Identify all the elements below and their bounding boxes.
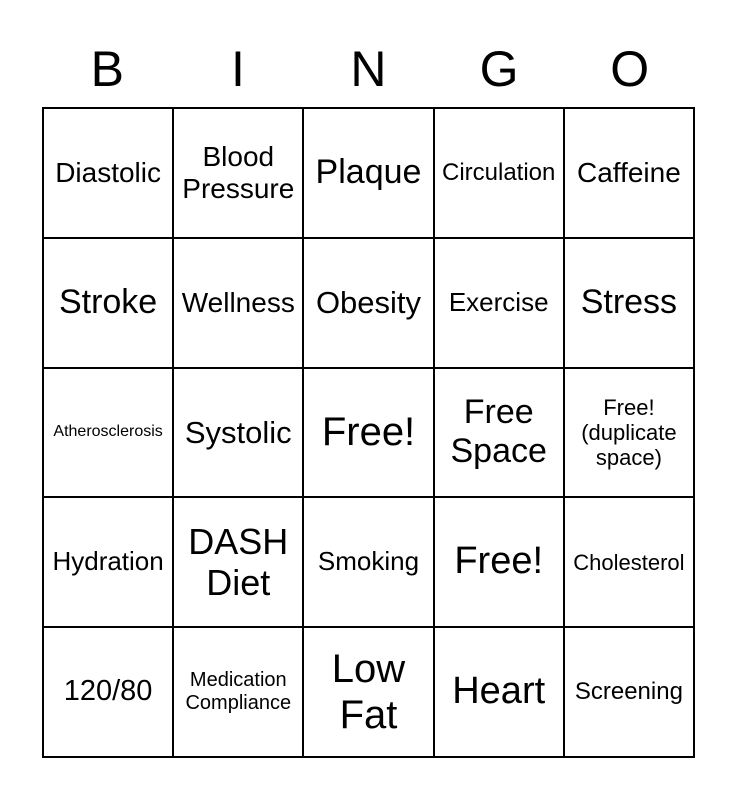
bingo-cell[interactable]: Exercise — [433, 237, 564, 368]
bingo-cell[interactable]: Wellness — [173, 237, 304, 368]
bingo-title-row: B I N G O — [42, 36, 695, 102]
bingo-cell-free-space[interactable]: Free! (duplicate space) — [563, 367, 694, 498]
bingo-cell[interactable]: Systolic — [173, 367, 304, 498]
bingo-cell[interactable]: Obesity — [303, 237, 434, 368]
bingo-cell-free-space[interactable]: Free! — [303, 367, 434, 498]
bingo-letter-o: O — [610, 41, 650, 97]
bingo-grid: Diastolic Blood Pressure Plaque Circulat… — [42, 107, 695, 758]
bingo-cell[interactable]: Screening — [563, 627, 694, 757]
bingo-cell[interactable]: Hydration — [43, 497, 174, 628]
bingo-cell[interactable]: Diastolic — [43, 108, 174, 238]
bingo-cell[interactable]: Atherosclerosis — [43, 367, 174, 498]
bingo-letter-b: B — [90, 41, 124, 97]
bingo-cell[interactable]: DASH Diet — [173, 497, 304, 628]
bingo-letter-g: G — [479, 41, 519, 97]
bingo-cell-free-space[interactable]: Free Space — [433, 367, 564, 498]
bingo-cell[interactable]: Stress — [563, 237, 694, 368]
bingo-letter-n: N — [350, 41, 387, 97]
bingo-cell-free-space[interactable]: Free! — [433, 497, 564, 628]
bingo-cell[interactable]: Cholesterol — [563, 497, 694, 628]
bingo-cell[interactable]: Smoking — [303, 497, 434, 628]
bingo-cell[interactable]: 120/80 — [43, 627, 174, 757]
bingo-cell[interactable]: Stroke — [43, 237, 174, 368]
bingo-cell[interactable]: Medication Compliance — [173, 627, 304, 757]
bingo-cell[interactable]: Low Fat — [303, 627, 434, 757]
bingo-cell[interactable]: Blood Pressure — [173, 108, 304, 238]
bingo-cell[interactable]: Heart — [433, 627, 564, 757]
bingo-letter-i: I — [230, 41, 245, 97]
bingo-cell[interactable]: Plaque — [303, 108, 434, 238]
bingo-cell[interactable]: Circulation — [433, 108, 564, 238]
bingo-cell[interactable]: Caffeine — [563, 108, 694, 238]
